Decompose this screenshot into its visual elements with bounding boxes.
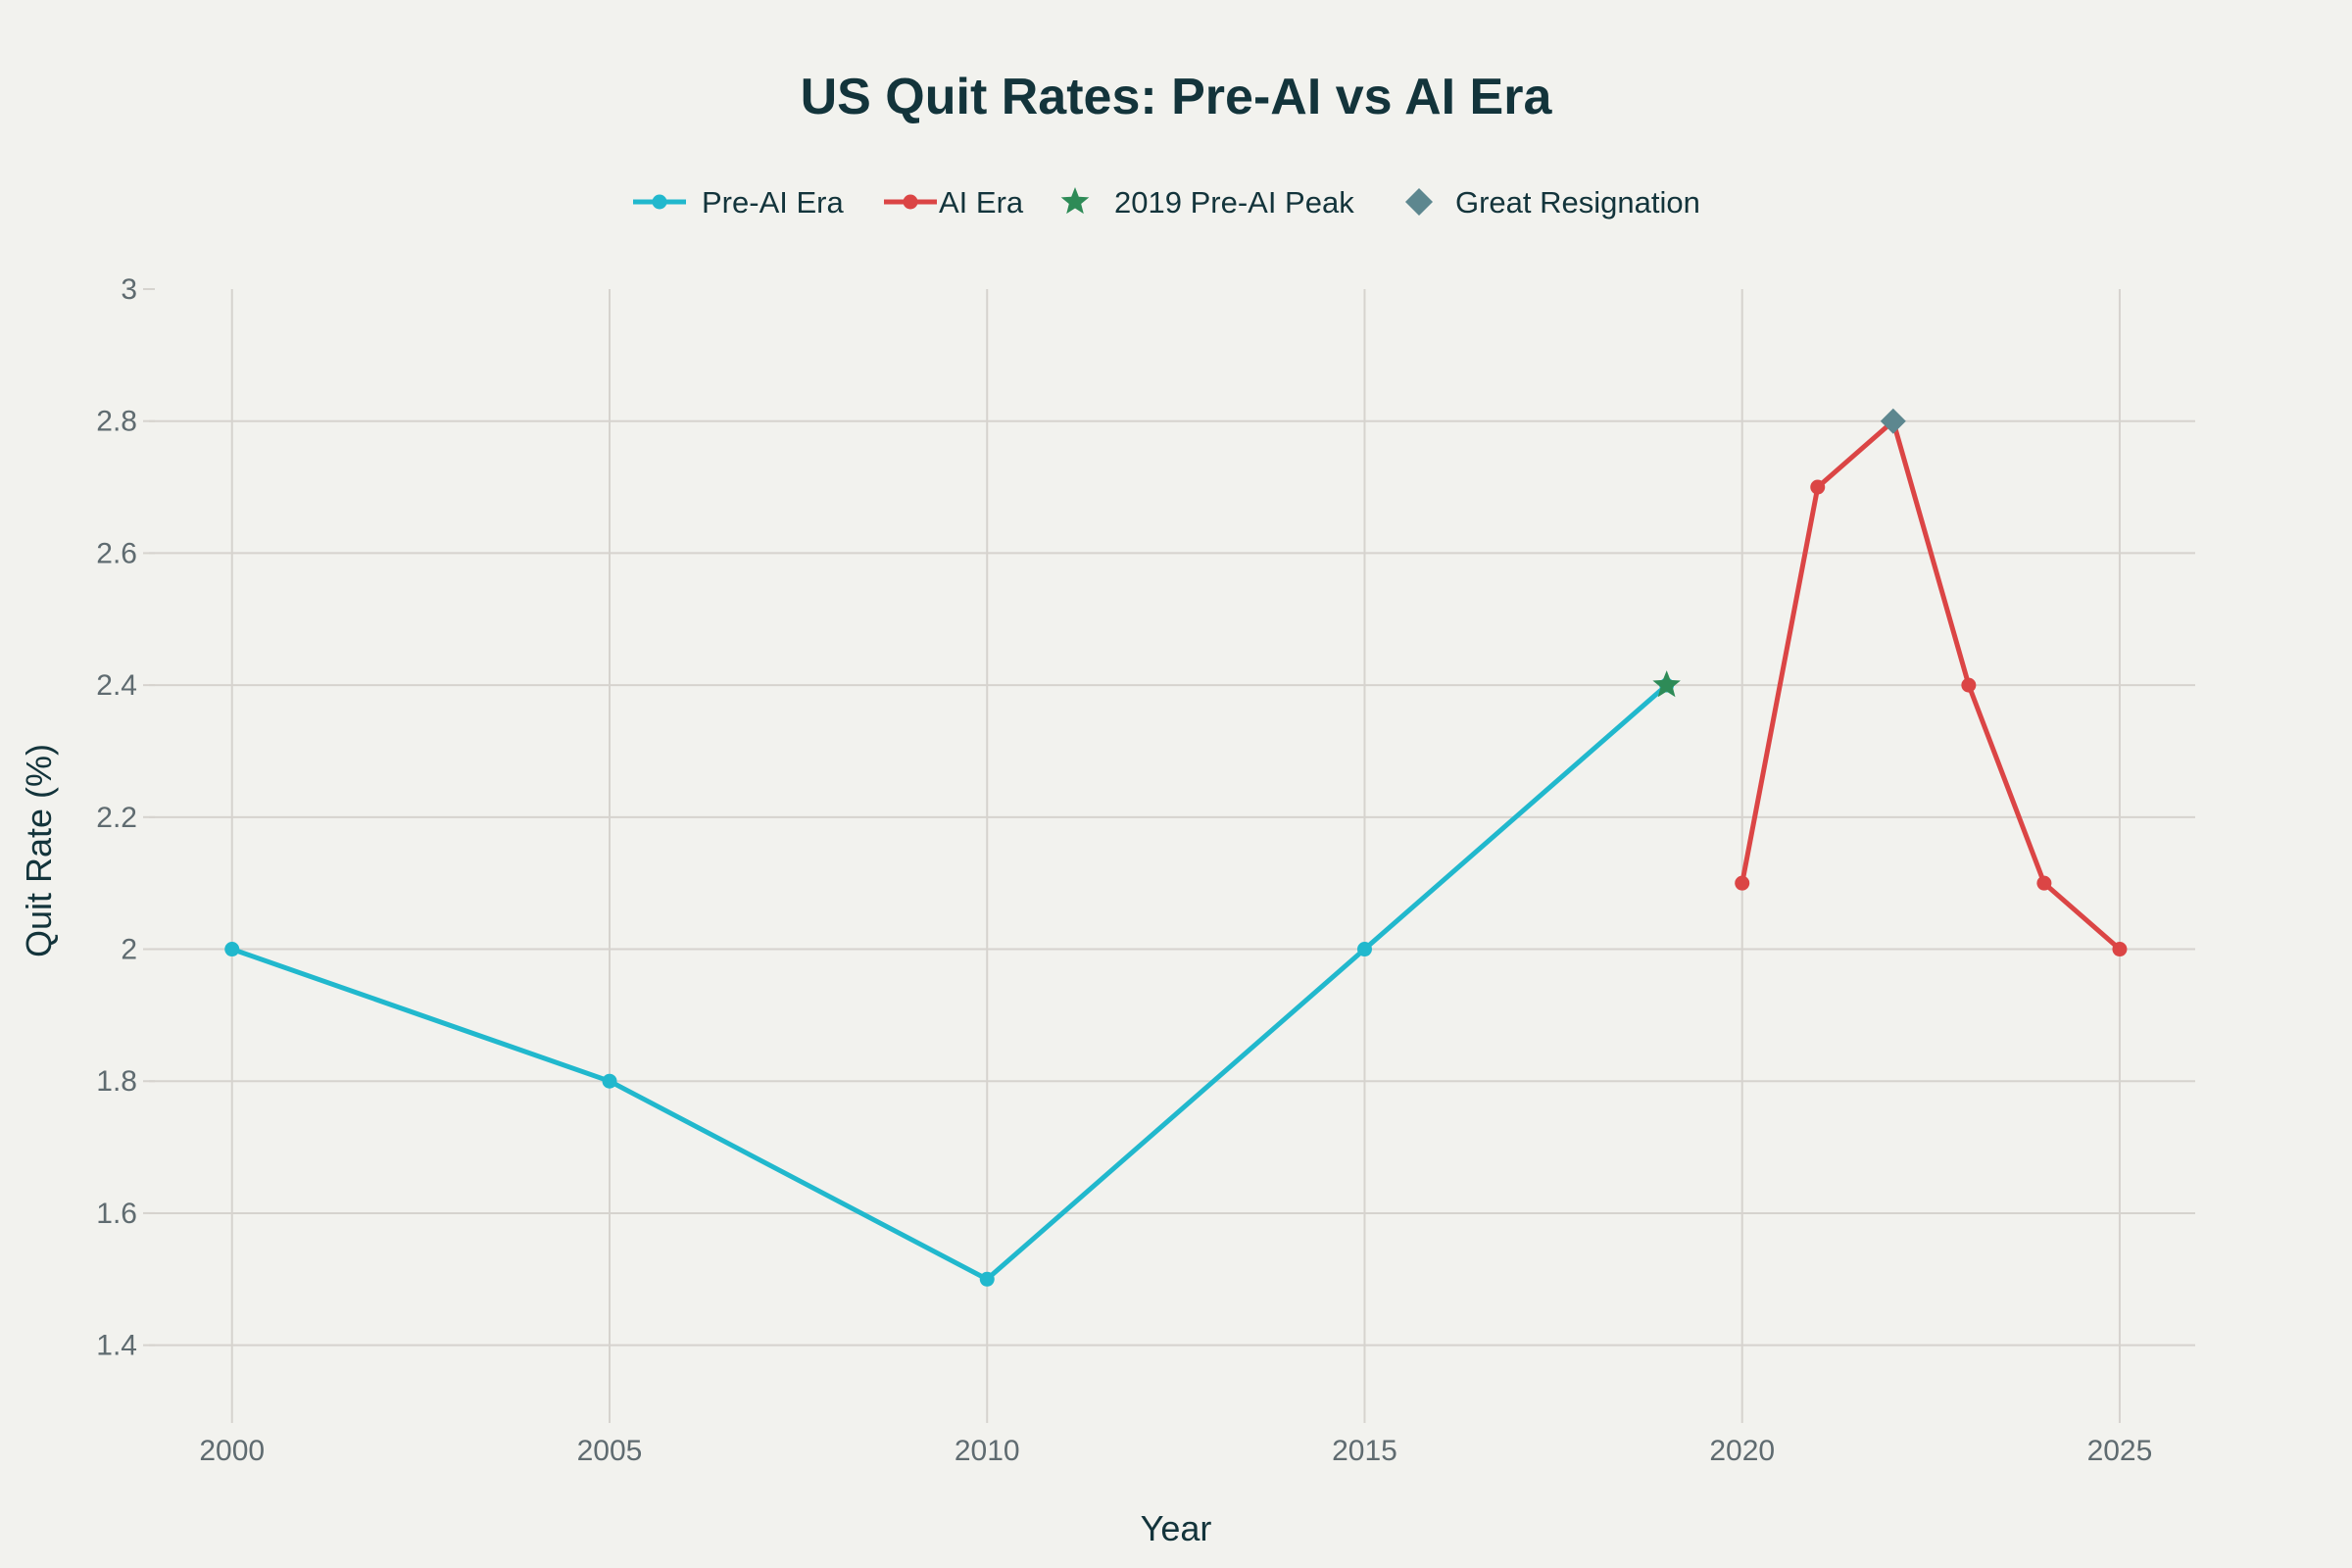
star-marker <box>1652 670 1681 698</box>
plot-area <box>224 408 2128 1287</box>
x-tick-label: 2000 <box>199 1435 265 1467</box>
x-axis-title: Year <box>1141 1508 1212 1548</box>
legend-diamond-icon <box>1405 188 1433 216</box>
series-line <box>229 682 1670 1282</box>
data-point <box>1810 479 1826 495</box>
gridlines <box>149 289 2195 1411</box>
series-2019-pre-ai-peak <box>1652 670 1681 698</box>
series-great-resignation <box>1880 408 1906 434</box>
y-tick-label: 2.2 <box>96 802 137 834</box>
legend-label: Pre-AI Era <box>702 185 844 220</box>
legend-item-great-resignation: Great Resignation <box>1405 185 1700 220</box>
diamond-marker <box>1880 408 1906 434</box>
y-tick-label: 2.4 <box>96 669 137 702</box>
y-tick-label: 2.6 <box>96 537 137 569</box>
chart-title: US Quit Rates: Pre-AI vs AI Era <box>801 69 1553 125</box>
legend-marker-icon <box>652 194 667 210</box>
y-tick-label: 1.8 <box>96 1065 137 1098</box>
legend-item-pre-ai-era: Pre-AI Era <box>633 185 844 220</box>
legend-item-2019-pre-ai-peak: 2019 Pre-AI Peak <box>1060 185 1354 220</box>
y-axis-title: Quit Rate (%) <box>19 744 59 957</box>
data-point <box>2112 942 2128 957</box>
legend-item-ai-era: AI Era <box>884 185 1024 220</box>
y-tick-label: 3 <box>121 273 137 306</box>
x-tick-label: 2020 <box>1709 1435 1775 1467</box>
series-line <box>1740 418 2123 952</box>
y-tick-label: 1.6 <box>96 1198 137 1230</box>
data-point <box>224 942 240 957</box>
x-axis: 2000 2005 2010 2015 2020 2025 <box>199 1411 2152 1467</box>
data-point <box>1356 942 1372 957</box>
legend: Pre-AI Era AI Era 2019 Pre-AI Peak Great Re… <box>633 185 1700 220</box>
legend-star-icon <box>1060 187 1090 215</box>
legend-label: Great Resignation <box>1455 185 1700 220</box>
series-pre-ai-era <box>224 677 1675 1287</box>
legend-marker-icon <box>903 194 918 210</box>
legend-label: AI Era <box>939 185 1024 220</box>
data-point <box>1735 875 1750 891</box>
x-tick-label: 2015 <box>1332 1435 1397 1467</box>
data-point <box>2036 875 2052 891</box>
data-point <box>1961 677 1977 693</box>
y-tick-label: 2 <box>121 934 137 966</box>
x-tick-label: 2010 <box>955 1435 1020 1467</box>
data-point <box>602 1073 617 1089</box>
x-tick-label: 2025 <box>2087 1435 2153 1467</box>
x-tick-label: 2005 <box>577 1435 643 1467</box>
legend-label: 2019 Pre-AI Peak <box>1114 185 1354 220</box>
data-point <box>979 1271 995 1287</box>
y-tick-label: 1.4 <box>96 1330 137 1362</box>
y-axis: 1.4 1.6 1.8 2 2.2 2.4 2.6 2.8 3 <box>96 273 155 1362</box>
y-tick-label: 2.8 <box>96 406 137 438</box>
